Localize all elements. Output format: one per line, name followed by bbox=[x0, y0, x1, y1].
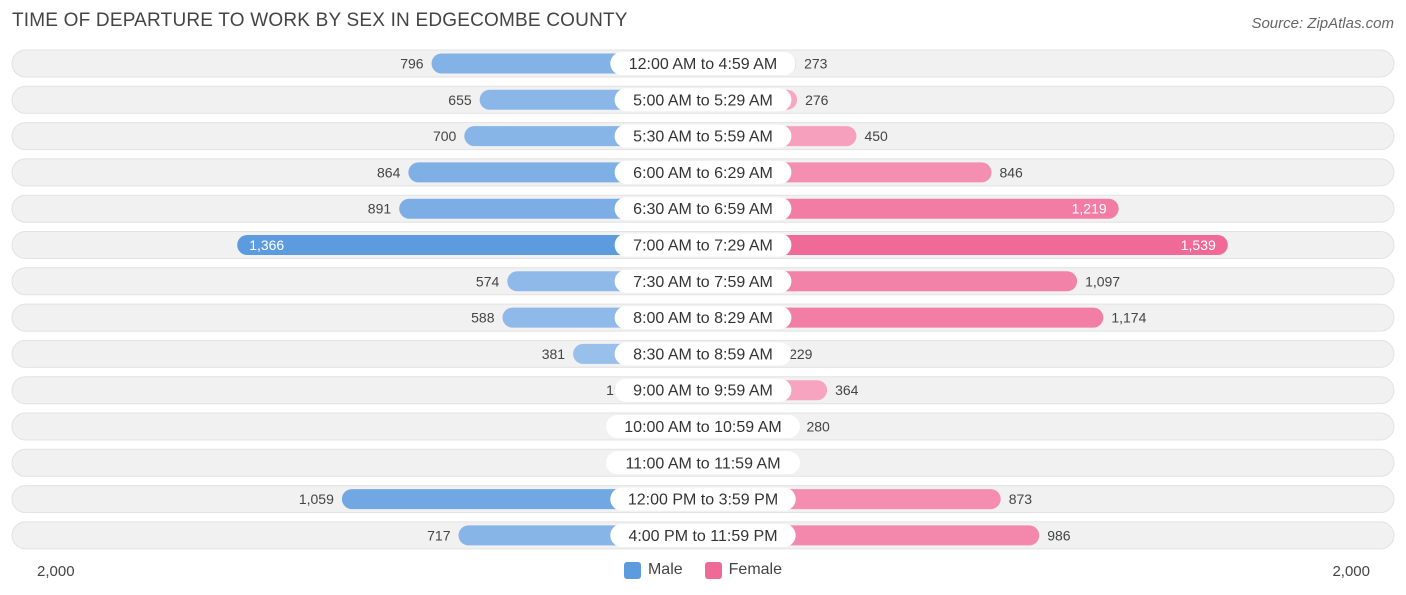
value-label-male: 891 bbox=[368, 201, 392, 217]
legend-swatch-female bbox=[704, 561, 722, 579]
value-label-male: 1,366 bbox=[249, 237, 284, 253]
value-label-female: 229 bbox=[789, 346, 813, 362]
chart-title: TIME OF DEPARTURE TO WORK BY SEX IN EDGE… bbox=[12, 10, 628, 31]
value-label-female: 986 bbox=[1047, 527, 1071, 543]
category-label: 4:00 PM to 11:59 PM bbox=[628, 528, 777, 545]
axis-right-label: 2,000 bbox=[1332, 563, 1370, 580]
category-label-background bbox=[614, 378, 792, 402]
value-label-male: 381 bbox=[542, 346, 566, 362]
category-label-background bbox=[606, 451, 800, 475]
value-label-female: 276 bbox=[805, 92, 829, 108]
source-note: Source: ZipAtlas.com bbox=[1251, 15, 1394, 32]
category-label-background bbox=[606, 415, 800, 438]
category-label-background bbox=[614, 124, 792, 148]
category-label: 7:30 AM to 7:59 AM bbox=[633, 274, 773, 291]
category-label: 5:30 AM to 5:59 AM bbox=[633, 129, 773, 146]
category-label-background bbox=[614, 160, 792, 184]
value-label-female: 1,219 bbox=[1072, 201, 1107, 217]
category-label: 12:00 AM to 4:59 AM bbox=[629, 56, 778, 73]
value-label-female: 273 bbox=[804, 56, 828, 72]
category-label-background bbox=[614, 197, 792, 221]
value-label-male: 655 bbox=[448, 92, 472, 108]
value-label-female: 1,097 bbox=[1085, 273, 1120, 289]
value-label-male: 700 bbox=[433, 128, 457, 144]
category-label: 12:00 PM to 3:59 PM bbox=[628, 492, 778, 509]
category-label-background bbox=[614, 342, 792, 366]
bar-female bbox=[703, 198, 1119, 219]
value-label-male: 864 bbox=[377, 164, 401, 180]
category-label-background bbox=[610, 52, 796, 75]
value-label-male: 796 bbox=[400, 56, 424, 72]
value-label-female: 450 bbox=[864, 128, 888, 144]
legend-label-male: Male bbox=[647, 561, 683, 578]
bar-female bbox=[703, 271, 1078, 292]
category-label: 5:00 AM to 5:29 AM bbox=[633, 92, 773, 109]
category-label: 10:00 AM to 10:59 AM bbox=[624, 419, 781, 436]
category-label-background bbox=[614, 306, 792, 330]
category-label: 6:00 AM to 6:29 AM bbox=[633, 165, 773, 182]
category-label-background bbox=[614, 233, 792, 257]
value-label-female: 280 bbox=[806, 419, 830, 435]
bar-male bbox=[237, 235, 703, 255]
category-label: 7:00 AM to 7:29 AM bbox=[633, 238, 773, 255]
chart-plot: 796 273 12:00 AM to 4:59 AM 655 276 5:00 AM t… bbox=[11, 49, 1395, 550]
category-label-background bbox=[610, 523, 796, 547]
value-label-female: 1,539 bbox=[1181, 237, 1216, 253]
value-label-female: 846 bbox=[999, 164, 1023, 180]
category-label-background bbox=[614, 269, 792, 293]
category-label-background bbox=[610, 487, 796, 511]
category-label: 9:00 AM to 9:59 AM bbox=[633, 383, 773, 400]
category-label: 11:00 AM to 11:59 AM bbox=[625, 455, 780, 472]
legend: Male Female bbox=[0, 561, 1406, 579]
value-label-female: 1,174 bbox=[1111, 310, 1146, 326]
legend-label-female: Female bbox=[728, 561, 783, 578]
category-label-background bbox=[614, 88, 792, 112]
value-label-female: 873 bbox=[1009, 491, 1033, 507]
axis-left-label: 2,000 bbox=[37, 563, 75, 580]
value-label-male: 1,059 bbox=[299, 491, 334, 507]
bar-female bbox=[703, 307, 1104, 328]
category-label: 6:30 AM to 6:59 AM bbox=[633, 201, 773, 218]
value-label-male: 717 bbox=[427, 527, 451, 543]
value-label-female: 364 bbox=[835, 382, 859, 398]
legend-swatch-male bbox=[623, 561, 641, 579]
category-label: 8:00 AM to 8:29 AM bbox=[633, 310, 773, 327]
category-label: 8:30 AM to 8:59 AM bbox=[633, 346, 773, 363]
value-label-male: 574 bbox=[476, 273, 500, 289]
value-label-male: 588 bbox=[471, 310, 495, 326]
bar-female bbox=[703, 235, 1228, 255]
legend-item-female[interactable]: Female bbox=[704, 561, 783, 579]
legend-item-male[interactable]: Male bbox=[623, 561, 683, 579]
